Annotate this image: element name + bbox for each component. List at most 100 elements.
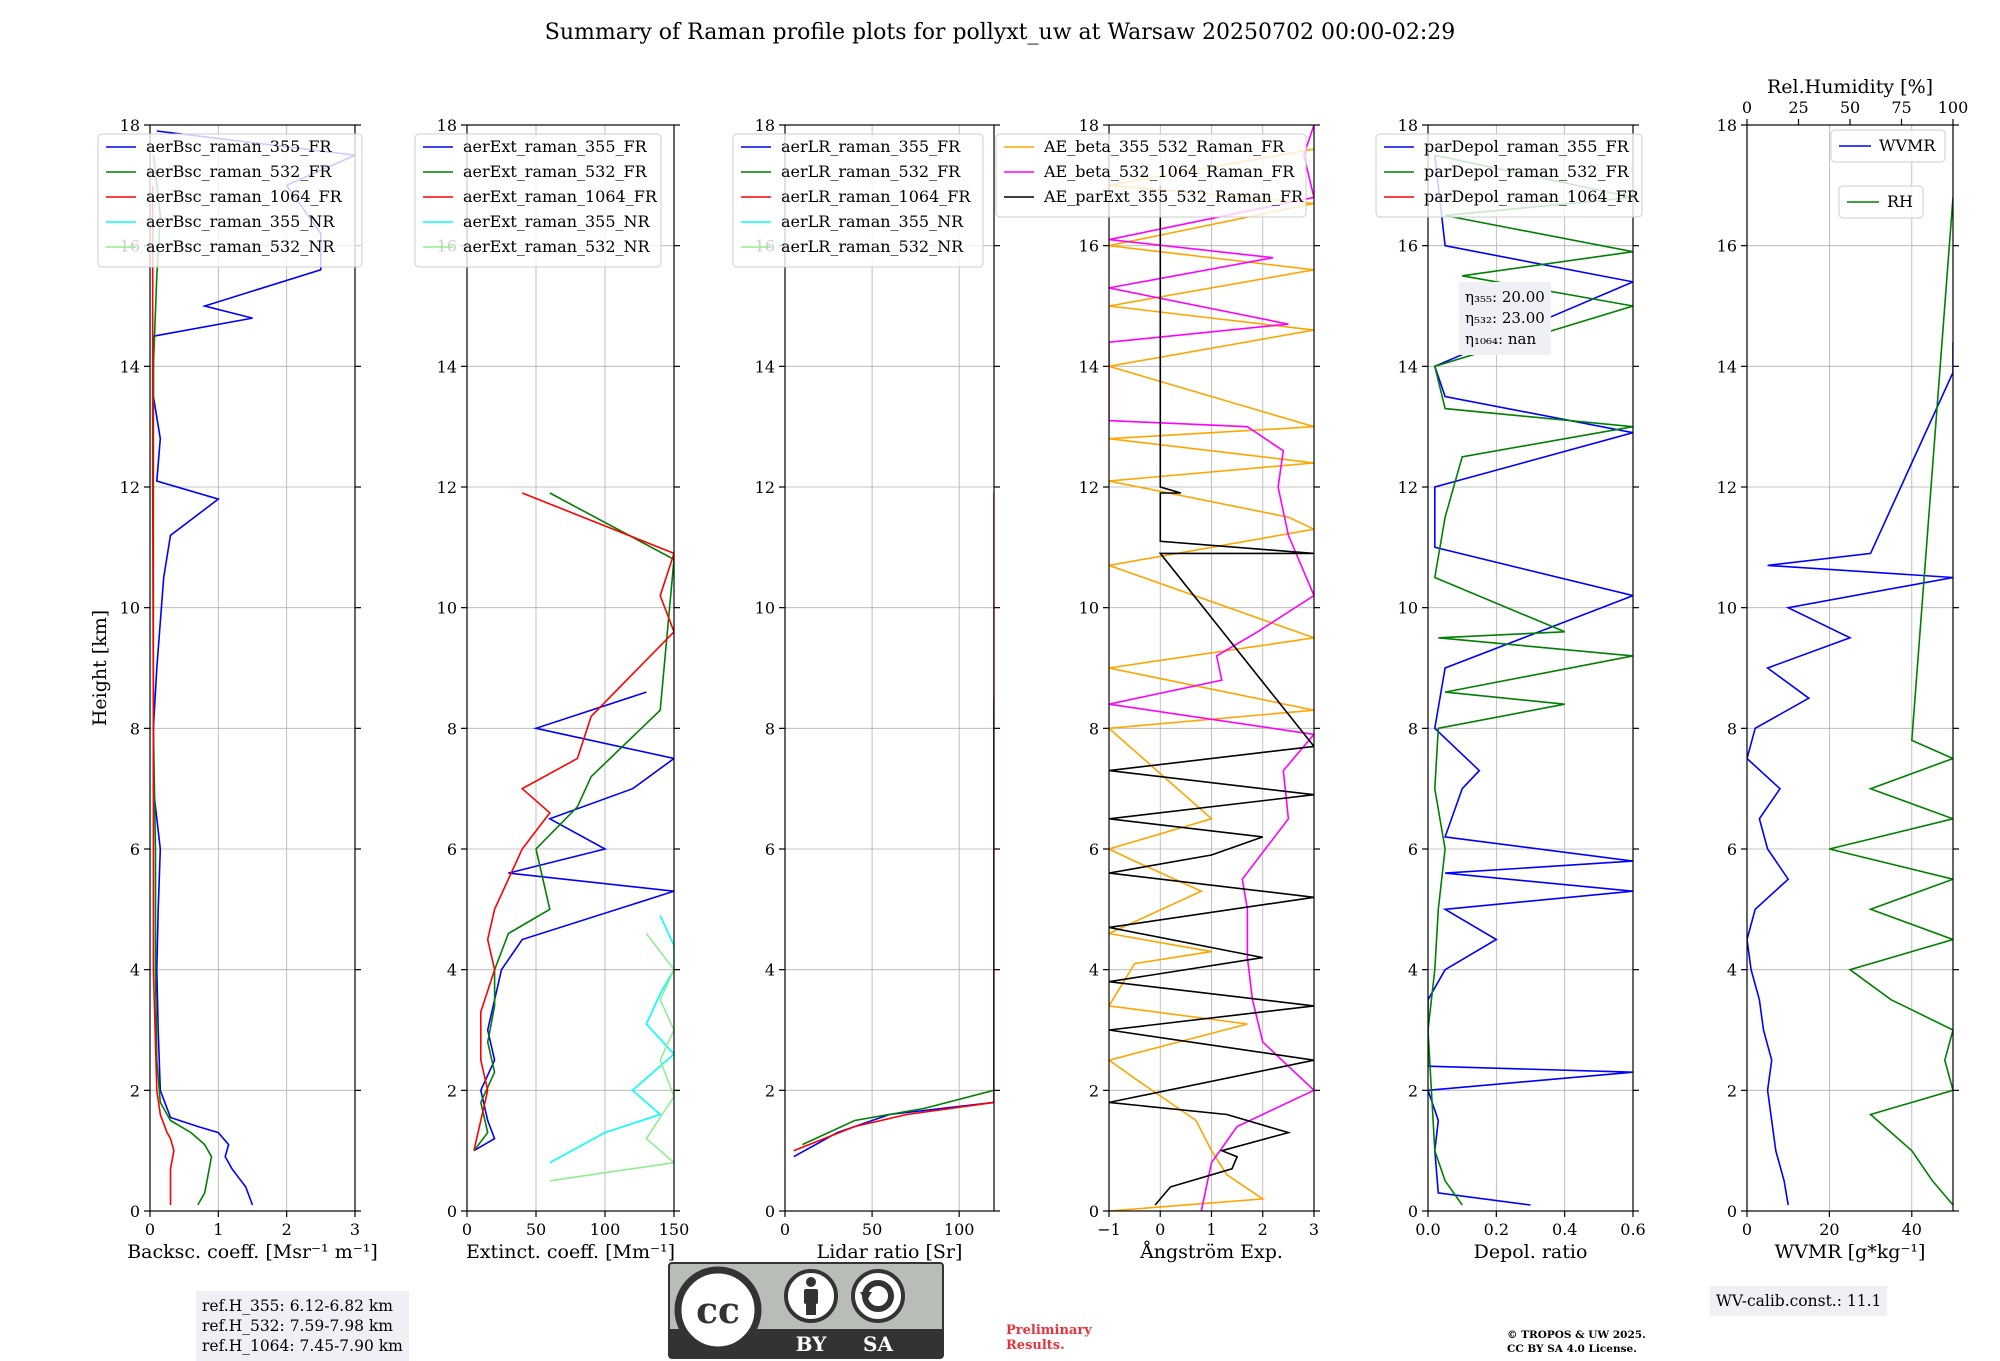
legend-entry: aerBsc_raman_532_NR (146, 237, 335, 256)
series-line-aerLR_raman_1064_FR (793, 493, 994, 1152)
x-tick-label: 0.6 (1620, 1220, 1645, 1239)
y-tick-label: 14 (437, 357, 457, 376)
sa-share-alike-icon (851, 1269, 905, 1323)
legend-entry: aerLR_raman_355_NR (781, 212, 964, 231)
series-line-aerBsc_raman_532_FR (152, 155, 213, 1206)
top-x-tick-label: 50 (1840, 98, 1860, 117)
series-line-AE_beta_355_532_Raman_FR (1109, 148, 1314, 1211)
y-tick-label: 18 (755, 116, 775, 135)
panel-6: 0 2 4 6 8 10 12 14 16 18 0 20 40 0 25 50 75 100 Rel.Humidi… (1717, 76, 1969, 1263)
top-x-tick-label: 75 (1891, 98, 1911, 117)
legend-box (995, 133, 1307, 218)
y-tick-label: 12 (1398, 478, 1418, 497)
x-tick-label: 0.4 (1552, 1220, 1577, 1239)
x-tick-label: 20 (1819, 1220, 1839, 1239)
panel-2: 024681012141618050100150Extinct. coeff. … (414, 116, 689, 1263)
legend-entry: aerLR_raman_355_FR (781, 137, 961, 156)
legend-box (1375, 133, 1643, 218)
legend-rh: RH (1838, 185, 1924, 219)
x-axis-label: Depol. ratio (1474, 1241, 1588, 1263)
legend-box (1838, 185, 1924, 219)
legend-entry: aerBsc_raman_1064_FR (146, 187, 343, 206)
y-tick-label: 6 (1089, 840, 1099, 859)
top-x-axis-label: Rel.Humidity [%] (1767, 76, 1933, 98)
series-line-aerExt_raman_532_FR (473, 492, 674, 1152)
legend: aerExt_raman_355_FR aerExt_raman_532_FRae… (414, 133, 662, 268)
preliminary-line-2: Results. (1006, 1338, 1065, 1353)
legend-entry: aerExt_raman_532_FR (463, 162, 648, 181)
y-tick-label: 6 (765, 840, 775, 859)
eta-values-box: η₃₅₅: 20.00 η₅₃₂: 23.00 η₁₀₆₄: nan (1459, 282, 1551, 355)
x-axis-label: Lidar ratio [Sr] (817, 1241, 963, 1263)
y-tick-label: 10 (120, 599, 140, 618)
cc-logo-text: cc (696, 1290, 740, 1332)
y-tick-label: 8 (1727, 719, 1737, 738)
y-tick-label: 0 (1089, 1202, 1099, 1221)
x-tick-label: 3 (350, 1220, 360, 1239)
legend-box (732, 133, 984, 268)
top-x-tick-label: 0 (1742, 98, 1752, 117)
legend-entry: aerExt_raman_355_FR (463, 137, 648, 156)
y-tick-label: 12 (1079, 478, 1099, 497)
by-label: BY (796, 1332, 828, 1356)
x-tick-label: 0 (1155, 1220, 1165, 1239)
legend-entry: AE_beta_355_532_Raman_FR (1043, 137, 1285, 156)
legend-box (97, 133, 363, 268)
x-axis-label: Backsc. coeff. [Msr⁻¹ m⁻¹] (127, 1241, 378, 1263)
y-tick-label: 14 (1079, 357, 1099, 376)
sa-label: SA (863, 1332, 893, 1356)
copyright-note: © TROPOS & UW 2025. CC BY SA 4.0 License… (1507, 1328, 1646, 1356)
y-tick-label: 14 (1717, 357, 1737, 376)
legend-entry: aerLR_raman_532_NR (781, 237, 964, 256)
x-tick-label: 0 (780, 1220, 790, 1239)
series-line-AE_parExt_355_532_Raman_FR (1109, 185, 1314, 1206)
plot-frame (1108, 124, 1315, 1212)
panel-3: 024681012141618050100Lidar ratio [Sr]aer… (732, 116, 1000, 1263)
y-tick-label: 2 (1727, 1081, 1737, 1100)
series-line-aerExt_raman_355_FR (473, 691, 674, 1152)
x-tick-label: 2 (282, 1220, 292, 1239)
y-tick-label: 10 (1079, 599, 1099, 618)
y-tick-label: 18 (1079, 116, 1099, 135)
legend: parDepol_raman_355_FR parDepol_raman_532_… (1375, 133, 1643, 218)
legend-entry: parDepol_raman_532_FR (1424, 162, 1630, 181)
panel-1: 0246810121416180123Backsc. coeff. [Msr⁻¹… (89, 116, 378, 1263)
top-x-tick-label: 25 (1788, 98, 1808, 117)
series-line-RH (1829, 197, 1953, 1206)
y-tick-label: 18 (120, 116, 140, 135)
eta-532: η₅₃₂: 23.00 (1465, 309, 1545, 327)
x-axis-label: Extinct. coeff. [Mm⁻¹] (466, 1241, 675, 1263)
x-tick-label: 0.0 (1415, 1220, 1440, 1239)
legend-entry: WVMR (1879, 136, 1936, 155)
x-tick-label: −1 (1097, 1220, 1121, 1239)
y-tick-label: 6 (130, 840, 140, 859)
y-tick-label: 0 (130, 1202, 140, 1221)
y-tick-label: 14 (755, 357, 775, 376)
preliminary-results-note: Preliminary Results. (1006, 1323, 1092, 1353)
y-tick-label: 8 (1089, 719, 1099, 738)
plot-frame (784, 124, 995, 1212)
y-axis-label: Height [km] (89, 610, 111, 726)
x-axis-label: Ångström Exp. (1139, 1241, 1283, 1263)
x-tick-label: 100 (590, 1220, 621, 1239)
wv-calibration-box: WV-calib.const.: 11.1 (1710, 1286, 1888, 1316)
legend: AE_beta_355_532_Raman_FR AE_beta_532_1064… (995, 133, 1307, 218)
legend: aerBsc_raman_355_FR aerBsc_raman_532_FRae… (97, 133, 363, 268)
y-tick-label: 0 (447, 1202, 457, 1221)
x-axis-label: WVMR [g*kg⁻¹] (1775, 1241, 1926, 1263)
y-tick-label: 0 (765, 1202, 775, 1221)
legend-entry: AE_parExt_355_532_Raman_FR (1043, 187, 1304, 206)
legend-entry: parDepol_raman_355_FR (1424, 137, 1630, 156)
y-tick-label: 8 (130, 719, 140, 738)
x-tick-label: 0 (145, 1220, 155, 1239)
y-tick-label: 8 (765, 719, 775, 738)
series-line-aerExt_raman_355_NR (549, 915, 674, 1164)
y-tick-label: 2 (765, 1081, 775, 1100)
series-line-AE_beta_532_1064_Raman_FR (1109, 125, 1314, 1211)
reference-heights-box: ref.H_355: 6.12-6.82 km ref.H_532: 7.59-… (196, 1291, 409, 1361)
y-tick-label: 4 (1727, 961, 1737, 980)
y-tick-label: 10 (1398, 599, 1418, 618)
series-line-parDepol_raman_355_FR (1428, 155, 1633, 1206)
y-tick-label: 10 (1717, 599, 1737, 618)
